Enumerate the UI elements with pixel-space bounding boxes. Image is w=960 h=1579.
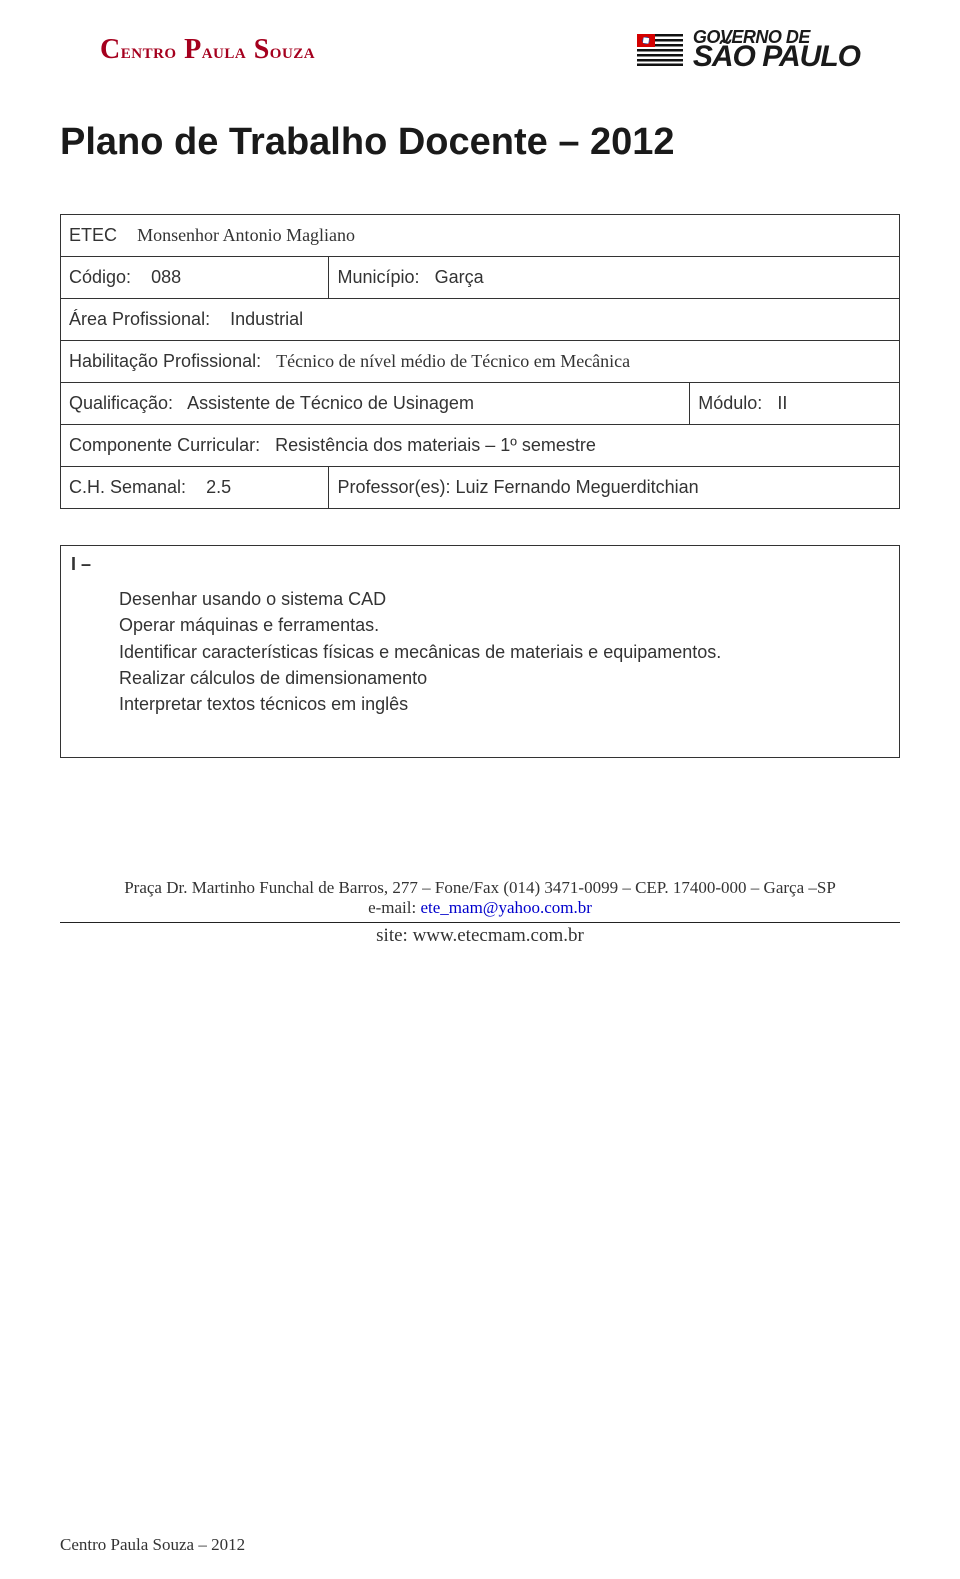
row-etec: ETEC Monsenhor Antonio Magliano xyxy=(61,215,900,257)
componente-value: Resistência dos materiais – 1º semestre xyxy=(275,435,596,455)
footer-email: ete_mam@yahoo.com.br xyxy=(420,898,591,917)
componente-label: Componente Curricular: xyxy=(69,435,260,455)
footer: Praça Dr. Martinho Funchal de Barros, 27… xyxy=(60,878,900,947)
footer-divider xyxy=(60,922,900,923)
cps-logo: Centro Paula Souza xyxy=(100,34,315,66)
list-item: Interpretar textos técnicos em inglês xyxy=(119,691,887,717)
ch-label: C.H. Semanal: xyxy=(69,477,186,497)
row-professor: Professor(es): Luiz Fernando Meguerditch… xyxy=(329,467,900,509)
page-title: Plano de Trabalho Docente – 2012 xyxy=(60,121,900,164)
gov-sp-logo: GOVERNO DE SÃO PAULO xyxy=(637,30,860,69)
footer-email-line: e-mail: ete_mam@yahoo.com.br xyxy=(60,898,900,918)
area-value: Industrial xyxy=(230,309,303,329)
habilitacao-label: Habilitação Profissional: xyxy=(69,351,261,371)
row-componente: Componente Curricular: Resistência dos m… xyxy=(61,425,900,467)
ch-value: 2.5 xyxy=(206,477,231,497)
qualificacao-label: Qualificação: xyxy=(69,393,173,413)
info-table: ETEC Monsenhor Antonio Magliano Código: … xyxy=(60,214,900,509)
footer-email-label: e-mail: xyxy=(368,898,420,917)
section-1-box: I – Desenhar usando o sistema CAD Operar… xyxy=(60,545,900,757)
bottom-left-note: Centro Paula Souza – 2012 xyxy=(60,1535,245,1555)
list-item: Operar máquinas e ferramentas. xyxy=(119,612,887,638)
section-1-marker: I – xyxy=(71,554,91,575)
etec-label: ETEC xyxy=(69,225,117,245)
list-item: Identificar características físicas e me… xyxy=(119,639,887,665)
habilitacao-value: Técnico de nível médio de Técnico em Mec… xyxy=(276,351,630,371)
municipio-value: Garça xyxy=(435,267,484,287)
list-item: Realizar cálculos de dimensionamento xyxy=(119,665,887,691)
row-codigo: Código: 088 xyxy=(61,257,329,299)
area-label: Área Profissional: xyxy=(69,309,210,329)
row-modulo: Módulo: II xyxy=(690,383,900,425)
sp-flag-icon xyxy=(637,34,683,66)
footer-site: www.etecmam.com.br xyxy=(413,925,584,946)
list-item: Desenhar usando o sistema CAD xyxy=(119,586,887,612)
row-ch: C.H. Semanal: 2.5 xyxy=(61,467,329,509)
footer-address: Praça Dr. Martinho Funchal de Barros, 27… xyxy=(60,878,900,898)
modulo-value: II xyxy=(777,393,787,413)
row-area: Área Profissional: Industrial xyxy=(61,299,900,341)
section-1-list: Desenhar usando o sistema CAD Operar máq… xyxy=(119,586,887,716)
modulo-label: Módulo: xyxy=(698,393,762,413)
professor-value: Luiz Fernando Meguerditchian xyxy=(456,477,699,497)
municipio-label: Município: xyxy=(337,267,419,287)
codigo-value: 088 xyxy=(151,267,181,287)
qualificacao-value: Assistente de Técnico de Usinagem xyxy=(187,393,474,413)
etec-value: Monsenhor Antonio Magliano xyxy=(137,225,355,245)
footer-site-line: site: www.etecmam.com.br xyxy=(60,925,900,947)
header-logos: Centro Paula Souza GOVERNO DE SÃO PAULO xyxy=(60,30,900,81)
professor-label: Professor(es): xyxy=(337,477,450,497)
row-habilitacao: Habilitação Profissional: Técnico de nív… xyxy=(61,341,900,383)
gov-line2: SÃO PAULO xyxy=(693,45,860,70)
footer-site-label: site: xyxy=(376,925,412,946)
row-municipio: Município: Garça xyxy=(329,257,900,299)
codigo-label: Código: xyxy=(69,267,131,287)
row-qualificacao: Qualificação: Assistente de Técnico de U… xyxy=(61,383,690,425)
